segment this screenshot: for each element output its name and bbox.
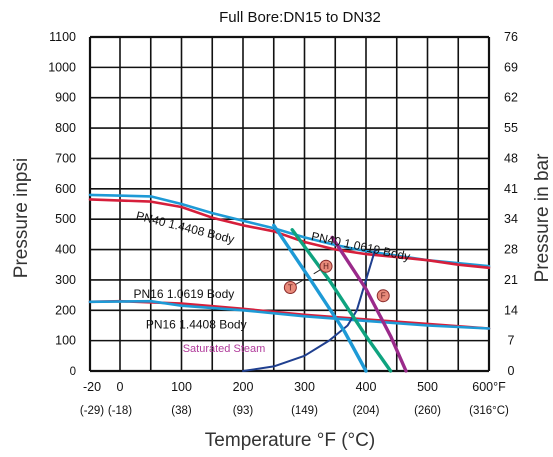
y-tick-left-label: 700: [55, 151, 76, 165]
y-tick-left-label: 1100: [49, 30, 76, 44]
y-tick-right-label: 41: [504, 182, 518, 196]
y-tick-right-label: 0: [508, 364, 515, 378]
x-tick-label: 100: [171, 380, 192, 394]
y-tick-left-label: 800: [55, 121, 76, 135]
y-tick-right-label: 48: [504, 151, 518, 165]
y-tick-left-label: 100: [55, 334, 76, 348]
y-axis-right-ticks: 0 7 14 21 28 34 41 48 55 62 69 76: [504, 30, 518, 378]
y-tick-left-label: 600: [55, 182, 76, 196]
x-tick-celsius-label: (316°C): [469, 405, 509, 417]
marker-circle-t: [283, 281, 297, 294]
series-h: [290, 228, 393, 373]
y-tick-right-label: 7: [508, 334, 515, 348]
y-tick-right-label: 62: [504, 91, 518, 105]
marker-circle-f: [376, 289, 390, 303]
y-tick-left-label: 1000: [48, 60, 76, 74]
y-tick-left-label: 500: [55, 212, 76, 226]
series-pn40-1-0619-body: [88, 198, 491, 270]
x-tick-label: 0: [117, 380, 124, 394]
series-f: [330, 235, 408, 373]
curve-label: PN16 1.4408 Body: [146, 317, 247, 331]
curve-label: Saturated Steam: [183, 343, 266, 355]
x-tick-label: 400: [356, 380, 377, 394]
grid: [88, 35, 491, 373]
y-tick-right-label: 55: [504, 121, 518, 135]
x-axis-ticks: -20 (-29) 0 (-18) 100 (38) 200 (93) 300 (149) 400 (…: [80, 380, 509, 417]
x-tick-celsius-label: (204): [353, 405, 380, 417]
x-tick-label: -20: [83, 380, 101, 394]
y-tick-left-label: 300: [55, 273, 76, 287]
marker-circle-h: [319, 259, 333, 273]
marker-letter-f: F: [381, 292, 386, 301]
y-axis-left-ticks: 0 100 200 300 400 500 600 700 800 900 1000 1100: [48, 30, 76, 378]
series-pn16-1-4408-body: [88, 299, 491, 330]
markers: T H F: [283, 259, 390, 303]
x-tick-celsius-label: (260): [414, 405, 441, 417]
curve-label: PN16 1.0619 Body: [134, 287, 235, 301]
y-tick-left-label: 900: [55, 91, 76, 105]
x-tick-celsius-label: (149): [291, 405, 318, 417]
y-axis-left-label: Pressure inpsi: [11, 158, 32, 278]
y-tick-right-label: 21: [504, 273, 518, 287]
y-tick-right-label: 69: [504, 60, 518, 74]
x-tick-celsius-label: (-18): [108, 405, 132, 417]
chart-title: Full Bore:DN15 to DN32: [219, 9, 381, 26]
marker-letter-h: H: [323, 262, 329, 271]
x-tick-celsius-label: (-29): [80, 405, 104, 417]
y-tick-left-label: 0: [70, 366, 76, 378]
y-axis-right-label: Pressure in bar: [532, 153, 553, 283]
x-tick-celsius-label: (93): [233, 405, 254, 417]
y-tick-right-label: 34: [504, 212, 518, 226]
x-tick-label: 500: [417, 380, 438, 394]
y-tick-left-label: 200: [55, 303, 76, 317]
y-tick-right-label: 14: [504, 303, 518, 317]
x-tick-label: 300: [294, 380, 315, 394]
x-tick-celsius-label: (38): [171, 405, 192, 417]
series-t: [272, 223, 368, 373]
x-tick-label: 200: [233, 380, 254, 394]
y-tick-right-label: 28: [504, 243, 518, 257]
x-tick-label: 600°F: [472, 380, 506, 394]
y-tick-left-label: 400: [55, 243, 76, 257]
y-tick-right-label: 76: [504, 30, 518, 44]
x-axis-label: Temperature °F (°C): [205, 430, 375, 451]
series-group: [88, 193, 491, 373]
marker-letter-t: T: [288, 284, 293, 293]
series-pn40-1-4408-body: [88, 193, 491, 268]
